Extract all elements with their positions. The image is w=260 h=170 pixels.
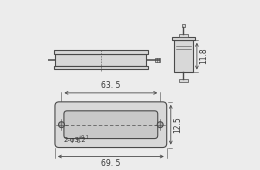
Text: 12.5: 12.5 xyxy=(173,116,182,133)
Bar xyxy=(172,37,195,40)
Text: 69. 5: 69. 5 xyxy=(101,159,121,168)
Circle shape xyxy=(58,122,64,128)
Text: 0: 0 xyxy=(77,139,80,144)
Bar xyxy=(155,58,160,62)
Bar xyxy=(54,66,148,69)
Text: 2-φ3.2: 2-φ3.2 xyxy=(63,137,86,143)
Text: 11.8: 11.8 xyxy=(199,48,208,64)
Text: +0.1: +0.1 xyxy=(77,135,89,140)
Text: 63. 5: 63. 5 xyxy=(101,81,121,90)
Bar xyxy=(179,34,187,37)
Bar xyxy=(55,54,146,66)
Bar xyxy=(179,79,187,82)
Bar xyxy=(54,50,148,54)
FancyBboxPatch shape xyxy=(64,111,158,139)
Bar xyxy=(174,40,193,72)
FancyBboxPatch shape xyxy=(55,102,167,148)
Circle shape xyxy=(157,122,163,128)
Bar xyxy=(182,24,185,27)
Bar xyxy=(41,58,46,62)
